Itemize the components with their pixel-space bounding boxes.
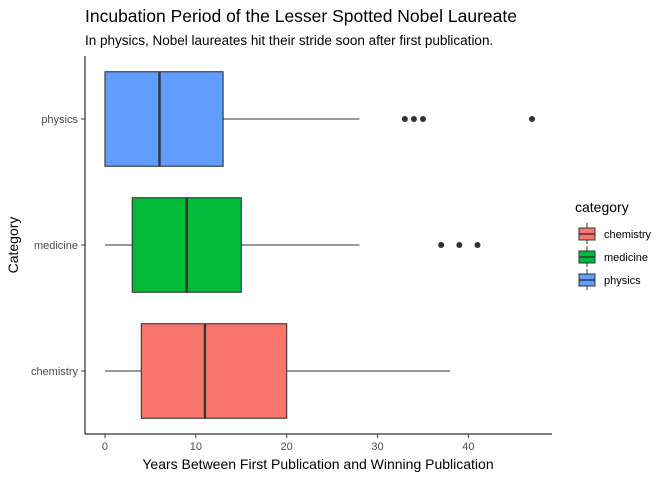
y-tick-label: physics bbox=[41, 114, 78, 126]
iqr-box-physics bbox=[104, 71, 224, 167]
y-tick-label: medicine bbox=[34, 240, 78, 252]
legend-label: physics bbox=[604, 275, 641, 287]
legend-key-medicine: medicine bbox=[578, 246, 648, 267]
x-axis-ticks: 0 10 20 30 40 bbox=[102, 434, 475, 453]
outlier-point-physics bbox=[401, 116, 408, 122]
plot-area bbox=[104, 71, 536, 419]
outlier-point-physics bbox=[419, 116, 426, 122]
x-tick-label: 20 bbox=[281, 441, 293, 453]
chart-subtitle: In physics, Nobel laureates hit their st… bbox=[85, 33, 493, 48]
y-axis-ticks: chemistry medicine physics bbox=[31, 114, 85, 378]
outlier-point-physics bbox=[410, 116, 417, 122]
outlier-point-medicine bbox=[438, 242, 445, 248]
x-tick-label: 0 bbox=[102, 441, 108, 453]
x-axis-title: Years Between First Publication and Winn… bbox=[142, 456, 493, 472]
y-axis-title: Category bbox=[5, 217, 21, 274]
box-physics bbox=[104, 71, 536, 167]
legend-key-physics: physics bbox=[578, 269, 641, 290]
x-tick-label: 30 bbox=[371, 441, 383, 453]
box-medicine bbox=[104, 197, 481, 293]
legend: category chemistry medicine physics bbox=[575, 199, 652, 290]
y-tick-label: chemistry bbox=[31, 366, 79, 378]
legend-title: category bbox=[575, 199, 629, 215]
legend-label: medicine bbox=[604, 252, 648, 264]
iqr-box-chemistry bbox=[140, 323, 288, 419]
outlier-point-medicine bbox=[456, 242, 463, 248]
chart-title: Incubation Period of the Lesser Spotted … bbox=[85, 6, 517, 26]
legend-key-chemistry: chemistry bbox=[578, 223, 652, 244]
outlier-point-medicine bbox=[474, 242, 481, 248]
box-chemistry bbox=[104, 323, 451, 419]
outlier-point-physics bbox=[529, 116, 536, 122]
x-tick-label: 40 bbox=[462, 441, 474, 453]
legend-label: chemistry bbox=[604, 229, 652, 241]
x-tick-label: 10 bbox=[190, 441, 202, 453]
